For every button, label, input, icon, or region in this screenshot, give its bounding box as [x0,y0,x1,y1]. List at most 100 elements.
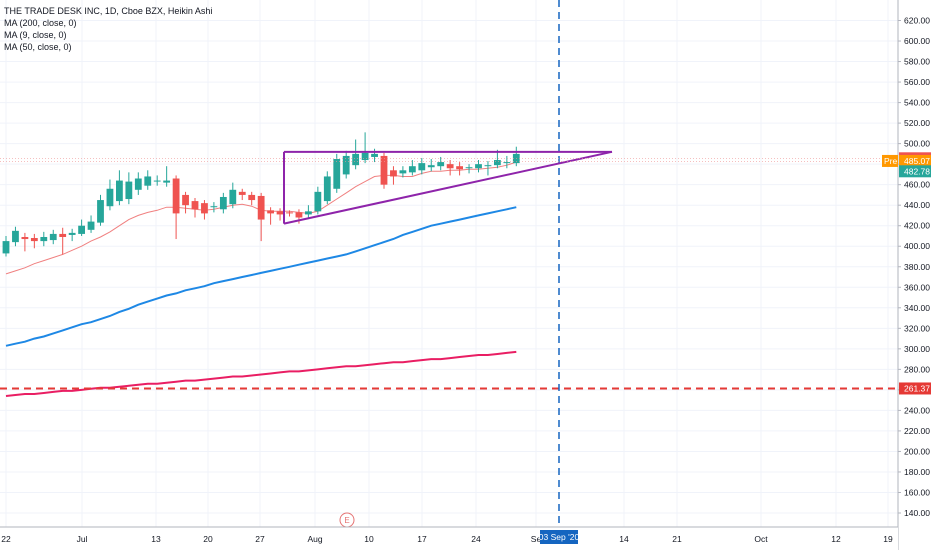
price-tick-label: 180.00 [904,467,930,477]
time-tick-label: 24 [471,534,481,544]
price-tick-label: 460.00 [904,180,930,190]
candle [68,228,76,242]
candle [352,139,360,170]
candle-body [333,159,341,189]
time-tick-label: Se [531,534,542,544]
chart-title[interactable]: THE TRADE DESK INC, 1D, Cboe BZX, Heikin… [4,6,213,16]
indicator-ma200[interactable]: MA (200, close, 0) [4,18,77,28]
time-tick-label: Oct [754,534,768,544]
candle [21,232,29,252]
candle [342,150,350,179]
candle [153,175,161,186]
candle-body [257,195,265,220]
level-price-tag-bg [899,382,931,395]
candle [437,156,445,171]
candle-body [40,236,48,242]
price-tick-label: 200.00 [904,446,930,456]
price-tick-label: 140.00 [904,508,930,518]
candle-body [106,188,114,207]
ascending-triangle [283,150,613,225]
candle-body [248,194,256,201]
candle [305,205,312,219]
time-tick-label: 27 [255,534,265,544]
price-axis-bg [898,0,932,550]
time-tick-label: 19 [883,534,893,544]
candle-body [494,160,501,166]
candle [78,219,85,236]
candle-body [191,201,199,210]
candle-body [134,178,142,190]
price-tick-label: 500.00 [904,139,930,149]
candle [238,188,246,201]
time-tick-label: 14 [619,534,629,544]
candle [484,161,492,176]
price-tick-label: 620.00 [904,16,930,26]
candle [248,191,256,206]
candle [371,148,378,163]
time-tick-label: 13 [151,534,161,544]
candle-body [323,176,331,202]
candle-body [427,165,435,168]
candle-body [437,162,445,167]
indicator-ma9[interactable]: MA (9, close, 0) [4,30,67,40]
price-tick-label: 220.00 [904,426,930,436]
candle [446,160,454,176]
candle-body [12,230,19,243]
candle [503,155,511,169]
price-tick-label: 340.00 [904,303,930,313]
time-tick-label: 20 [203,534,213,544]
price-tick-label: 420.00 [904,221,930,231]
candle-body [182,194,189,206]
candle-body [68,232,76,235]
candle [125,172,133,205]
indicator-ma50[interactable]: MA (50, close, 0) [4,42,72,52]
candle [182,191,189,214]
candle [201,200,208,220]
candle [361,132,369,164]
candle [87,215,95,233]
candle [40,231,48,247]
candle-body [352,153,360,166]
candle-body [371,153,378,157]
candle-body [503,162,511,164]
candle [12,226,19,247]
candle [134,172,142,195]
earnings-label: E [344,516,349,525]
price-axis[interactable]: 620.00 600.00 580.00 560.00 540.00 520.00 500.… [897,0,932,550]
candle-body [229,189,237,205]
price-tick-label: 380.00 [904,262,930,272]
time-tick-label: Aug [307,534,322,544]
price-tick-label: 520.00 [904,118,930,128]
candle-body [59,233,67,237]
time-axis[interactable]: 22 Jul 13 20 27 Aug 10 17 24 Se 14 21 Oct 12 19 [0,526,898,550]
candle [116,170,123,206]
ma50-line [5,206,517,347]
pre-price-bg [899,154,931,167]
candle [172,175,180,240]
date-tag-bg [540,530,578,544]
pre-price-label: 485.07 [904,156,930,166]
candle-body [267,210,274,214]
pre-label: Pre [884,156,898,166]
candle [144,170,152,190]
price-tick-label: 540.00 [904,98,930,108]
candle [390,166,397,185]
date-tag-label: 03 Sep '20 [539,532,580,542]
candle-body [465,167,473,169]
price-tick-label: 600.00 [904,36,930,46]
candle-body [49,233,57,241]
level-price-tag-label: 261.37 [904,383,930,393]
time-tick-label: 10 [364,534,374,544]
candle [219,192,227,214]
candle [333,153,341,193]
time-tick-label: Jul [77,534,88,544]
candle [257,192,265,242]
ma9-price-tag: 482.78 [899,165,931,178]
candle-body [163,180,171,183]
candle-body [456,166,463,170]
ma9-price-label: 482.78 [904,166,930,176]
candle-body [30,238,38,242]
price-tick-label: 580.00 [904,57,930,67]
